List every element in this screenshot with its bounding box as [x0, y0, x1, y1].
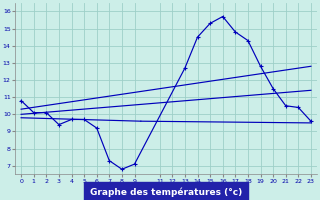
- X-axis label: Graphe des températures (°c): Graphe des températures (°c): [90, 188, 242, 197]
